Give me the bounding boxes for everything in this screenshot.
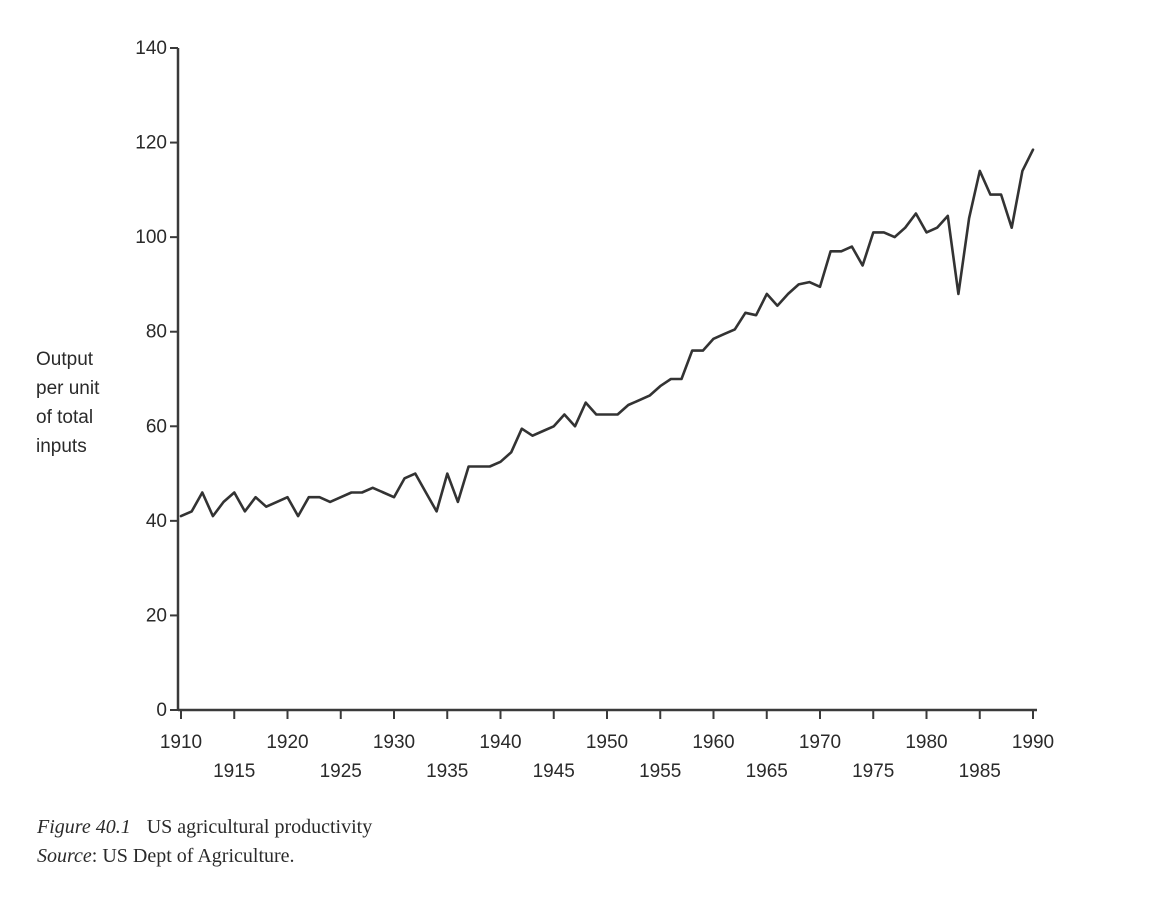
x-tick-label: 1915 bbox=[213, 761, 255, 782]
series-output-per-input bbox=[179, 148, 1035, 518]
x-tick-label: 1970 bbox=[799, 732, 841, 753]
x-tick-label: 1940 bbox=[479, 732, 521, 753]
y-axis-label-line: Output bbox=[36, 349, 94, 370]
x-tick-label: 1955 bbox=[639, 761, 681, 782]
y-tick-label: 100 bbox=[135, 227, 167, 248]
x-tick-label: 1920 bbox=[266, 732, 308, 753]
source-text: : US Dept of Agriculture. bbox=[91, 845, 295, 867]
y-tick-label: 140 bbox=[135, 38, 167, 59]
y-tick-label: 60 bbox=[146, 416, 167, 437]
x-tick-label: 1910 bbox=[160, 732, 202, 753]
x-tick-label: 1950 bbox=[586, 732, 628, 753]
caption-title-line: Figure 40.1 US agricultural productivity bbox=[37, 813, 372, 842]
y-axis-label-line: per unit bbox=[36, 378, 100, 399]
x-axis-ticks: 1910 1920 1930 1940 1950 1960 1970 1980 1990 1915… bbox=[160, 710, 1054, 782]
x-tick-label: 1980 bbox=[905, 732, 947, 753]
x-tick-label: 1945 bbox=[533, 761, 575, 782]
chart-axes bbox=[176, 48, 1037, 712]
x-tick-label: 1975 bbox=[852, 761, 894, 782]
x-tick-label: 1990 bbox=[1012, 732, 1054, 753]
y-axis-ticks: 0 20 40 60 80 100 120 140 bbox=[135, 38, 178, 721]
series-line bbox=[179, 148, 1035, 518]
source-label: Source bbox=[37, 845, 92, 867]
y-axis-label-line: of total bbox=[36, 407, 94, 428]
x-tick-label: 1985 bbox=[959, 761, 1001, 782]
x-tick-label: 1935 bbox=[426, 761, 468, 782]
figure-number: Figure 40.1 bbox=[37, 816, 131, 838]
y-tick-label: 20 bbox=[146, 605, 167, 626]
x-tick-label: 1960 bbox=[692, 732, 734, 753]
y-tick-label: 120 bbox=[135, 133, 167, 154]
x-tick-label: 1930 bbox=[373, 732, 415, 753]
x-tick-label: 1965 bbox=[746, 761, 788, 782]
caption-source-line: Source: US Dept of Agriculture. bbox=[37, 842, 372, 871]
y-axis-label-line: inputs bbox=[36, 436, 87, 457]
y-axis-label: Output per unit of total inputs bbox=[36, 345, 146, 461]
y-tick-label: 80 bbox=[146, 322, 167, 343]
x-tick-label: 1925 bbox=[320, 761, 362, 782]
figure-caption: Figure 40.1 US agricultural productivity … bbox=[37, 813, 372, 871]
figure-title: US agricultural productivity bbox=[146, 816, 373, 838]
y-tick-label: 0 bbox=[156, 700, 167, 721]
y-tick-label: 40 bbox=[146, 511, 167, 532]
